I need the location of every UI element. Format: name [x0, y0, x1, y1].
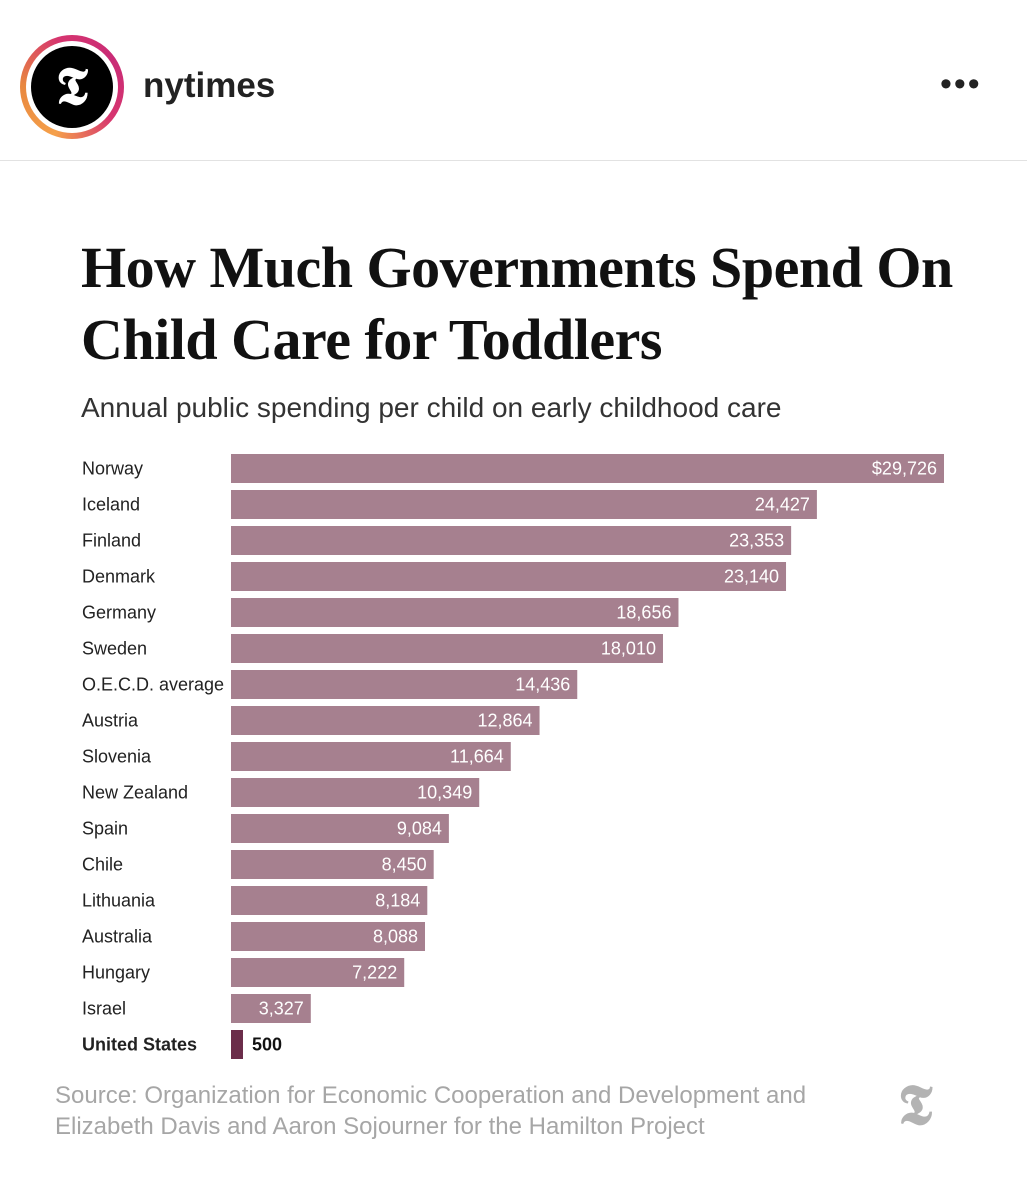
- category-label: Israel: [82, 999, 126, 1019]
- bar: [231, 490, 817, 519]
- bar: [231, 886, 428, 915]
- bar: [231, 598, 679, 627]
- value-label: 23,353: [729, 531, 784, 551]
- value-label: 12,864: [477, 711, 532, 731]
- bar: [231, 850, 434, 879]
- category-label: Hungary: [82, 963, 150, 983]
- username[interactable]: nytimes: [143, 66, 276, 105]
- bar: [231, 814, 449, 843]
- nyt-logo-icon: 𝕿: [898, 1072, 933, 1138]
- category-label: Spain: [82, 819, 128, 839]
- bar: [231, 634, 663, 663]
- bar: [231, 454, 944, 483]
- bar: [231, 526, 792, 555]
- category-label: Norway: [82, 459, 143, 479]
- bar: [231, 742, 511, 771]
- category-label: Australia: [82, 927, 153, 947]
- value-label: 11,664: [450, 747, 504, 767]
- category-label: Finland: [82, 531, 141, 551]
- bar: [231, 778, 480, 807]
- bar-chart: Norway $29,726 Iceland 24,427 Finland 23,353 D…: [82, 454, 944, 1059]
- bar: [231, 670, 578, 699]
- category-label: Austria: [82, 711, 139, 731]
- avatar-border: 𝕿: [26, 41, 118, 133]
- bar: [231, 706, 540, 735]
- category-label: Chile: [82, 855, 123, 875]
- category-label: O.E.C.D. average: [82, 675, 224, 695]
- category-label: Sweden: [82, 639, 147, 659]
- category-label: Germany: [82, 603, 156, 623]
- bar: [231, 1030, 243, 1059]
- post-header: 𝕿 nytimes •••: [0, 0, 1027, 161]
- source-note: Source: Organization for Economic Cooper…: [55, 1082, 807, 1140]
- avatar[interactable]: 𝕿: [20, 35, 124, 139]
- value-label: 23,140: [724, 567, 779, 587]
- value-label: 18,010: [601, 639, 656, 659]
- more-options-icon[interactable]: •••: [940, 65, 982, 103]
- bar: [231, 922, 425, 951]
- nyt-logo-icon: 𝕿: [31, 46, 113, 128]
- value-label: 7,222: [352, 963, 397, 983]
- bar: [231, 958, 405, 987]
- category-label: Denmark: [82, 567, 156, 587]
- chart-subtitle: Annual public spending per child on earl…: [81, 392, 782, 423]
- value-label: 24,427: [755, 495, 810, 515]
- value-label: 500: [252, 1035, 282, 1055]
- bar: [231, 562, 787, 591]
- category-label: United States: [82, 1035, 197, 1055]
- value-label: 8,088: [373, 927, 418, 947]
- value-label: $29,726: [872, 459, 937, 479]
- value-label: 14,436: [515, 675, 570, 695]
- value-label: 10,349: [417, 783, 472, 803]
- value-label: 8,450: [382, 855, 427, 875]
- category-label: Slovenia: [82, 747, 152, 767]
- value-label: 3,327: [259, 999, 304, 1019]
- bar: [231, 994, 311, 1023]
- value-label: 18,656: [616, 603, 671, 623]
- category-label: New Zealand: [82, 783, 188, 803]
- category-label: Iceland: [82, 495, 140, 515]
- category-label: Lithuania: [82, 891, 156, 911]
- value-label: 8,184: [375, 891, 420, 911]
- value-label: 9,084: [397, 819, 442, 839]
- chart-title: How Much Governments Spend On Child Care…: [81, 235, 953, 372]
